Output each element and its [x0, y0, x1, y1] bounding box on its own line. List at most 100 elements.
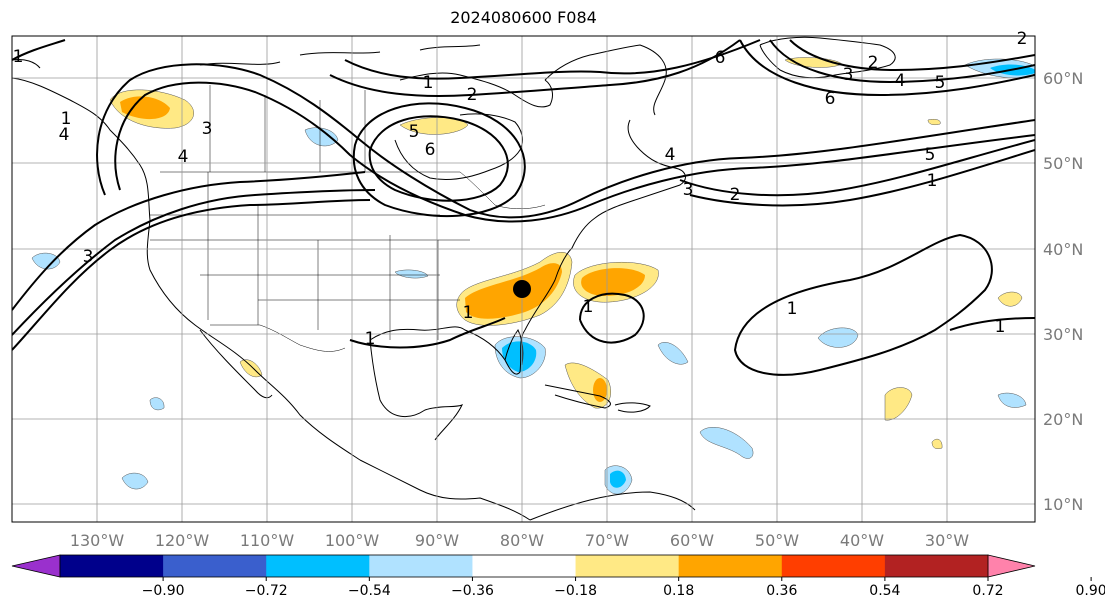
contour-labels: 1 2 3 4 5 6 6 5 4 3 2 1 3 2 6 5 4 1 1 1 …	[13, 29, 1028, 349]
contour-label: 6	[715, 48, 726, 68]
lon-label: 80°W	[500, 531, 544, 550]
colorbar-segments	[60, 555, 989, 577]
colorbar-tick-label: −0.90	[142, 583, 185, 599]
colorbar-segment	[575, 555, 680, 577]
coast-greenland	[759, 36, 896, 79]
coast-central-america	[359, 459, 531, 521]
coast-florida	[504, 329, 524, 366]
anomaly-central-us-neg	[394, 269, 429, 279]
border-states-2	[150, 214, 470, 301]
lon-label: 30°W	[925, 531, 969, 550]
colorbar-segment	[266, 555, 370, 577]
contour-2-north	[329, 39, 741, 97]
contour-3-west	[12, 199, 371, 351]
colorbar-extend-high	[987, 554, 1036, 578]
lat-label: 50°N	[1043, 154, 1083, 173]
anomaly-caribbean-core	[593, 378, 607, 402]
contour-label: 1	[423, 73, 434, 93]
contour-low-b	[114, 81, 1035, 223]
border-canada-provinces	[209, 85, 366, 172]
anomaly-mexico	[239, 359, 263, 378]
contour-label: 2	[1017, 29, 1028, 49]
contour-label: 4	[178, 147, 189, 167]
contour-label: 1	[61, 109, 72, 129]
shaded-anomalies	[31, 57, 1035, 495]
contour-label: 1	[787, 299, 798, 319]
contour-label: 4	[59, 125, 70, 145]
contour-label: 1	[583, 297, 594, 317]
anomaly-east-atl	[997, 291, 1023, 307]
contour-label: 2	[730, 185, 741, 205]
coast-gulf	[369, 326, 526, 375]
lat-label: 30°N	[1043, 325, 1083, 344]
colorbar-tick-label: 0.18	[663, 583, 694, 599]
lon-label: 50°W	[755, 531, 799, 550]
anomaly-pacific-neg2	[121, 472, 149, 490]
colorbar-segment	[60, 555, 164, 577]
anomaly-mid-atlantic-neg	[817, 327, 859, 348]
contour-label: 3	[683, 180, 694, 200]
colorbar-tick-label: −0.36	[451, 583, 494, 599]
contour-lines	[12, 39, 1035, 376]
lon-label: 70°W	[585, 531, 629, 550]
coast-hispaniola	[614, 402, 651, 413]
political-borders	[150, 85, 546, 352]
contour-label: 4	[665, 145, 676, 165]
contour-greenland-4	[789, 39, 1035, 72]
contour-label: 5	[409, 122, 420, 142]
anomaly-trop-neg2	[657, 342, 689, 365]
colorbar-frame	[59, 554, 989, 578]
coast-yucatan	[369, 339, 464, 441]
colorbar-ticks: −0.90 −0.72 −0.54 −0.36 −0.18 0.18 0.36 0.54 0.7…	[142, 577, 1105, 599]
lat-label: 20°N	[1043, 410, 1083, 429]
contour-label: 4	[895, 71, 906, 91]
coast-cuba	[544, 384, 611, 409]
colorbar-segment	[369, 555, 473, 577]
colorbar-tick-label: −0.54	[348, 583, 391, 599]
coast-east-us	[524, 199, 636, 331]
border-states-1	[207, 172, 439, 340]
contour-label: 6	[425, 140, 436, 160]
contour-atl-2	[733, 233, 993, 376]
map-panel	[12, 36, 1035, 522]
coast-aleutians	[12, 59, 41, 69]
contour-atl-1	[579, 292, 645, 344]
contour-label: 1	[995, 317, 1006, 337]
contour-label: 1	[365, 329, 376, 349]
contour-label: 5	[935, 73, 946, 93]
contour-label: 1	[927, 171, 938, 191]
colorbar-tick-label: 0.36	[766, 583, 797, 599]
contour-6-low	[368, 115, 509, 202]
colorbar-tick-label: −0.72	[245, 583, 288, 599]
lon-label: 130°W	[70, 531, 125, 550]
station-marker	[513, 280, 531, 298]
longitude-labels: 130°W 120°W 110°W 100°W 90°W 80°W 70°W 6…	[70, 531, 969, 550]
border-us-mexico	[210, 324, 346, 352]
colorbar-tick-label: −0.18	[554, 583, 597, 599]
anomaly-trop-neg1	[699, 427, 754, 459]
latitude-labels: 60°N 50°N 40°N 30°N 20°N 10°N	[1043, 69, 1083, 514]
contour-label: 1	[463, 303, 474, 323]
colorbar-tick-label: 0.90	[1076, 583, 1105, 599]
contour-gulf-1	[349, 317, 506, 349]
anomaly-ne-pacific-core	[120, 96, 170, 120]
colorbar-extend-low	[11, 554, 61, 578]
anomaly-venezuela-core	[610, 470, 626, 488]
coastlines	[12, 36, 896, 521]
contour-5-low	[352, 102, 526, 218]
lon-label: 100°W	[325, 531, 380, 550]
anomaly-pacific-neg3	[149, 397, 165, 411]
contour-label: 2	[868, 53, 879, 73]
colorbar: −0.90 −0.72 −0.54 −0.36 −0.18 0.18 0.36 0.54 0.7…	[11, 554, 1105, 599]
contour-label: 3	[202, 119, 213, 139]
coast-labrador	[544, 44, 667, 116]
coast-west-us	[139, 164, 361, 461]
contour-3-west-b	[12, 189, 376, 336]
colorbar-tick-label: 0.54	[869, 583, 900, 599]
coast-south-america	[529, 491, 696, 521]
lon-label: 40°W	[840, 531, 884, 550]
lon-label: 110°W	[240, 531, 295, 550]
anomaly-hudson	[399, 117, 469, 135]
anomaly-pacific-neg1	[31, 252, 61, 270]
